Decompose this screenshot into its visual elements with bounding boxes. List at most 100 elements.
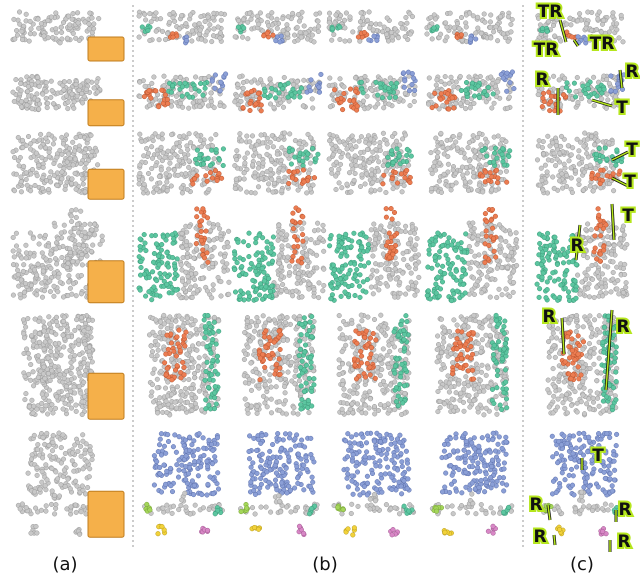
point [289,162,294,167]
point [437,161,442,166]
point [508,275,513,280]
point [562,278,567,283]
point [372,222,377,227]
point [83,190,88,195]
point [260,251,265,256]
point [256,91,261,96]
point [22,351,27,356]
point [425,293,430,298]
point [461,282,466,287]
point [506,39,511,44]
point [349,190,354,195]
point [586,10,591,15]
point [552,108,557,113]
point [59,231,64,236]
point [361,91,366,96]
point [582,170,587,175]
point [408,237,413,242]
point [290,11,295,16]
point [564,22,569,27]
point [352,178,357,183]
point [271,33,276,38]
point [243,156,248,161]
point [603,278,608,283]
point [576,155,581,160]
point [52,161,57,166]
point [169,132,174,137]
point [437,249,442,254]
point [412,231,417,236]
point [180,245,185,250]
point [73,245,78,250]
point [499,238,504,243]
point [20,37,25,42]
point [369,188,374,193]
point [598,252,603,257]
point [163,93,168,98]
point [249,80,254,85]
point [184,239,189,244]
point [187,224,192,229]
point [343,263,348,268]
point [138,94,143,99]
point [92,222,97,227]
point [233,163,238,168]
point [550,141,555,146]
point [150,156,155,161]
point [49,95,54,100]
point [306,171,311,176]
point [541,152,546,157]
point [473,37,478,42]
point [241,26,246,31]
point [386,240,391,245]
point [23,397,28,402]
point [30,167,35,172]
point [609,252,614,257]
point [71,281,76,286]
point [476,84,481,89]
point [394,277,399,282]
point [14,77,19,82]
point [31,370,36,375]
point [614,163,619,168]
point [88,222,93,227]
point [308,88,313,93]
point [401,257,406,262]
point [401,71,406,76]
point [44,89,49,94]
point [338,162,343,167]
point [446,257,451,262]
point [578,140,583,145]
point [140,25,145,30]
point [365,94,370,99]
point [165,233,170,238]
point [396,35,401,40]
point [611,188,616,193]
point [412,88,417,93]
point [292,170,297,175]
point [562,76,567,81]
point [203,39,208,44]
point [287,169,292,174]
point [197,89,202,94]
point [569,23,574,28]
point [139,259,144,264]
point [433,168,438,173]
point [413,243,418,248]
point [451,168,456,173]
point [445,184,450,189]
point [143,241,148,246]
point [148,38,153,43]
point [440,280,445,285]
point [539,262,544,267]
point [161,151,166,156]
point [142,182,147,187]
point [442,232,447,237]
point [304,31,309,36]
point [157,263,162,268]
point [137,182,142,187]
point [61,142,66,147]
point [61,397,66,402]
point [71,31,76,36]
point [369,228,374,233]
